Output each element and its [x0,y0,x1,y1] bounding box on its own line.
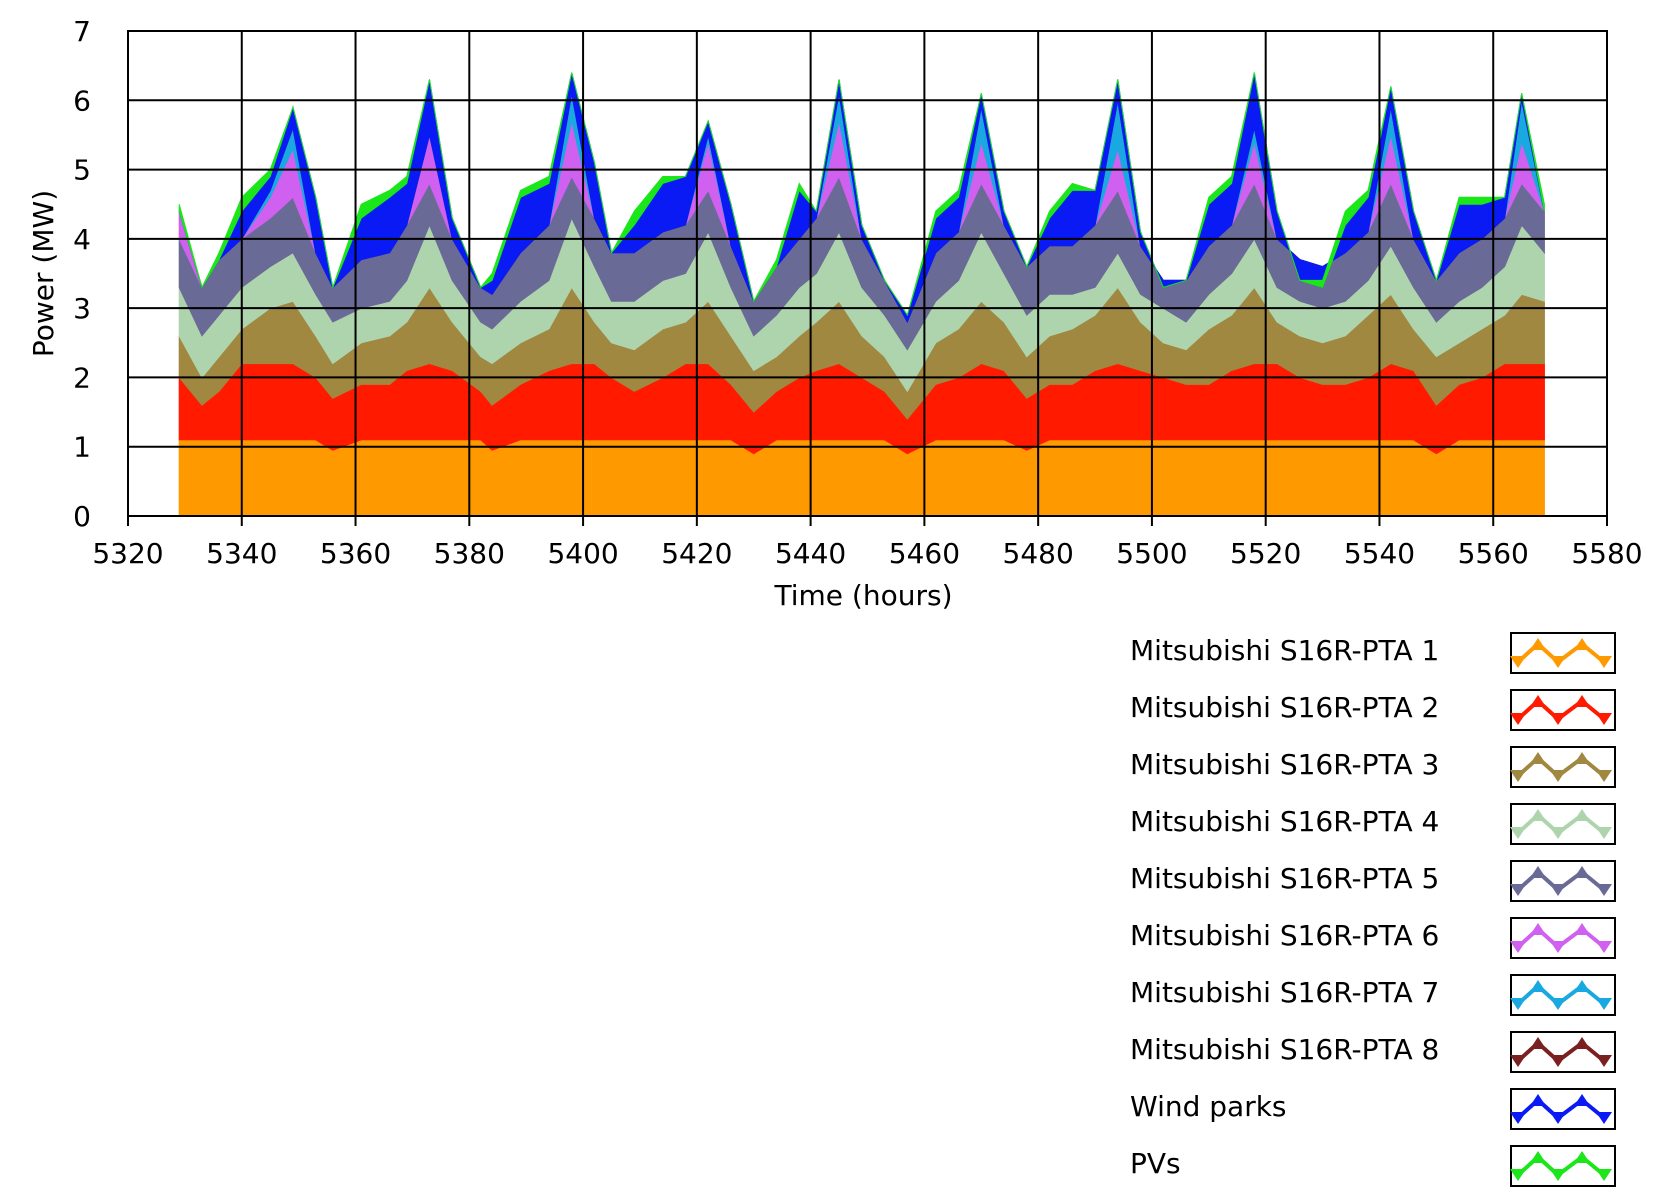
y-tick-label: 0 [73,500,91,533]
area-series-group [178,72,1545,517]
x-axis-title: Time (hours) [774,579,953,612]
legend-label: Mitsubishi S16R-PTA 2 [1130,691,1440,724]
legend-item: Mitsubishi S16R-PTA 1 [1130,628,1630,685]
legend-label: Mitsubishi S16R-PTA 8 [1130,1033,1440,1066]
area-series-1 [178,439,1545,517]
x-tick-label: 5360 [320,537,391,570]
x-tick-label: 5520 [1230,537,1301,570]
legend-swatch [1510,860,1616,902]
legend-label: Mitsubishi S16R-PTA 5 [1130,862,1440,895]
x-tick-label: 5420 [661,537,732,570]
legend-item: Mitsubishi S16R-PTA 8 [1130,1027,1630,1084]
legend-item: PVs [1130,1141,1630,1198]
legend: Mitsubishi S16R-PTA 1 Mitsubishi S16R-PTA… [1130,628,1630,1198]
x-tick-label: 5320 [92,537,163,570]
legend-item: Mitsubishi S16R-PTA 4 [1130,799,1630,856]
legend-item: Mitsubishi S16R-PTA 5 [1130,856,1630,913]
x-tick-label: 5440 [775,537,846,570]
y-axis-ticks: 0 1 2 3 4 5 6 7 [73,15,91,533]
legend-swatch [1510,1088,1616,1130]
area-series-10 [178,72,1545,317]
legend-item: Mitsubishi S16R-PTA 6 [1130,913,1630,970]
y-tick-label: 2 [73,361,91,394]
legend-swatch [1510,689,1616,731]
x-tick-label: 5560 [1458,537,1529,570]
legend-swatch [1510,803,1616,845]
legend-label: Mitsubishi S16R-PTA 6 [1130,919,1440,952]
x-tick-label: 5540 [1344,537,1415,570]
plot-frame [127,30,1608,517]
x-tick-label: 5580 [1571,537,1642,570]
legend-label: Mitsubishi S16R-PTA 3 [1130,748,1440,781]
legend-swatch [1510,917,1616,959]
legend-label: Mitsubishi S16R-PTA 4 [1130,805,1440,838]
x-tick-label: 5480 [1003,537,1074,570]
legend-swatch [1510,1145,1616,1187]
x-axis-ticks: 5320 5340 5360 5380 5400 5420 5440 5460 5480 5500… [92,516,1643,570]
x-tick-label: 5460 [889,537,960,570]
legend-item: Wind parks [1130,1084,1630,1141]
legend-swatch [1510,632,1616,674]
legend-item: Mitsubishi S16R-PTA 3 [1130,742,1630,799]
legend-label: PVs [1130,1147,1181,1180]
y-tick-label: 5 [73,154,91,187]
legend-swatch [1510,1031,1616,1073]
x-tick-label: 5400 [547,537,618,570]
x-tick-label: 5380 [434,537,505,570]
y-tick-label: 3 [73,292,91,325]
legend-item: Mitsubishi S16R-PTA 7 [1130,970,1630,1027]
y-tick-label: 4 [73,223,91,256]
y-tick-label: 7 [73,15,91,48]
y-axis-title: Power (MW) [27,190,60,357]
legend-label: Wind parks [1130,1090,1287,1123]
legend-item: Mitsubishi S16R-PTA 2 [1130,685,1630,742]
y-tick-label: 1 [73,431,91,464]
x-tick-label: 5500 [1116,537,1187,570]
legend-label: Mitsubishi S16R-PTA 7 [1130,976,1440,1009]
x-tick-label: 5340 [206,537,277,570]
legend-swatch [1510,746,1616,788]
legend-swatch [1510,974,1616,1016]
y-tick-label: 6 [73,84,91,117]
legend-label: Mitsubishi S16R-PTA 1 [1130,634,1440,667]
